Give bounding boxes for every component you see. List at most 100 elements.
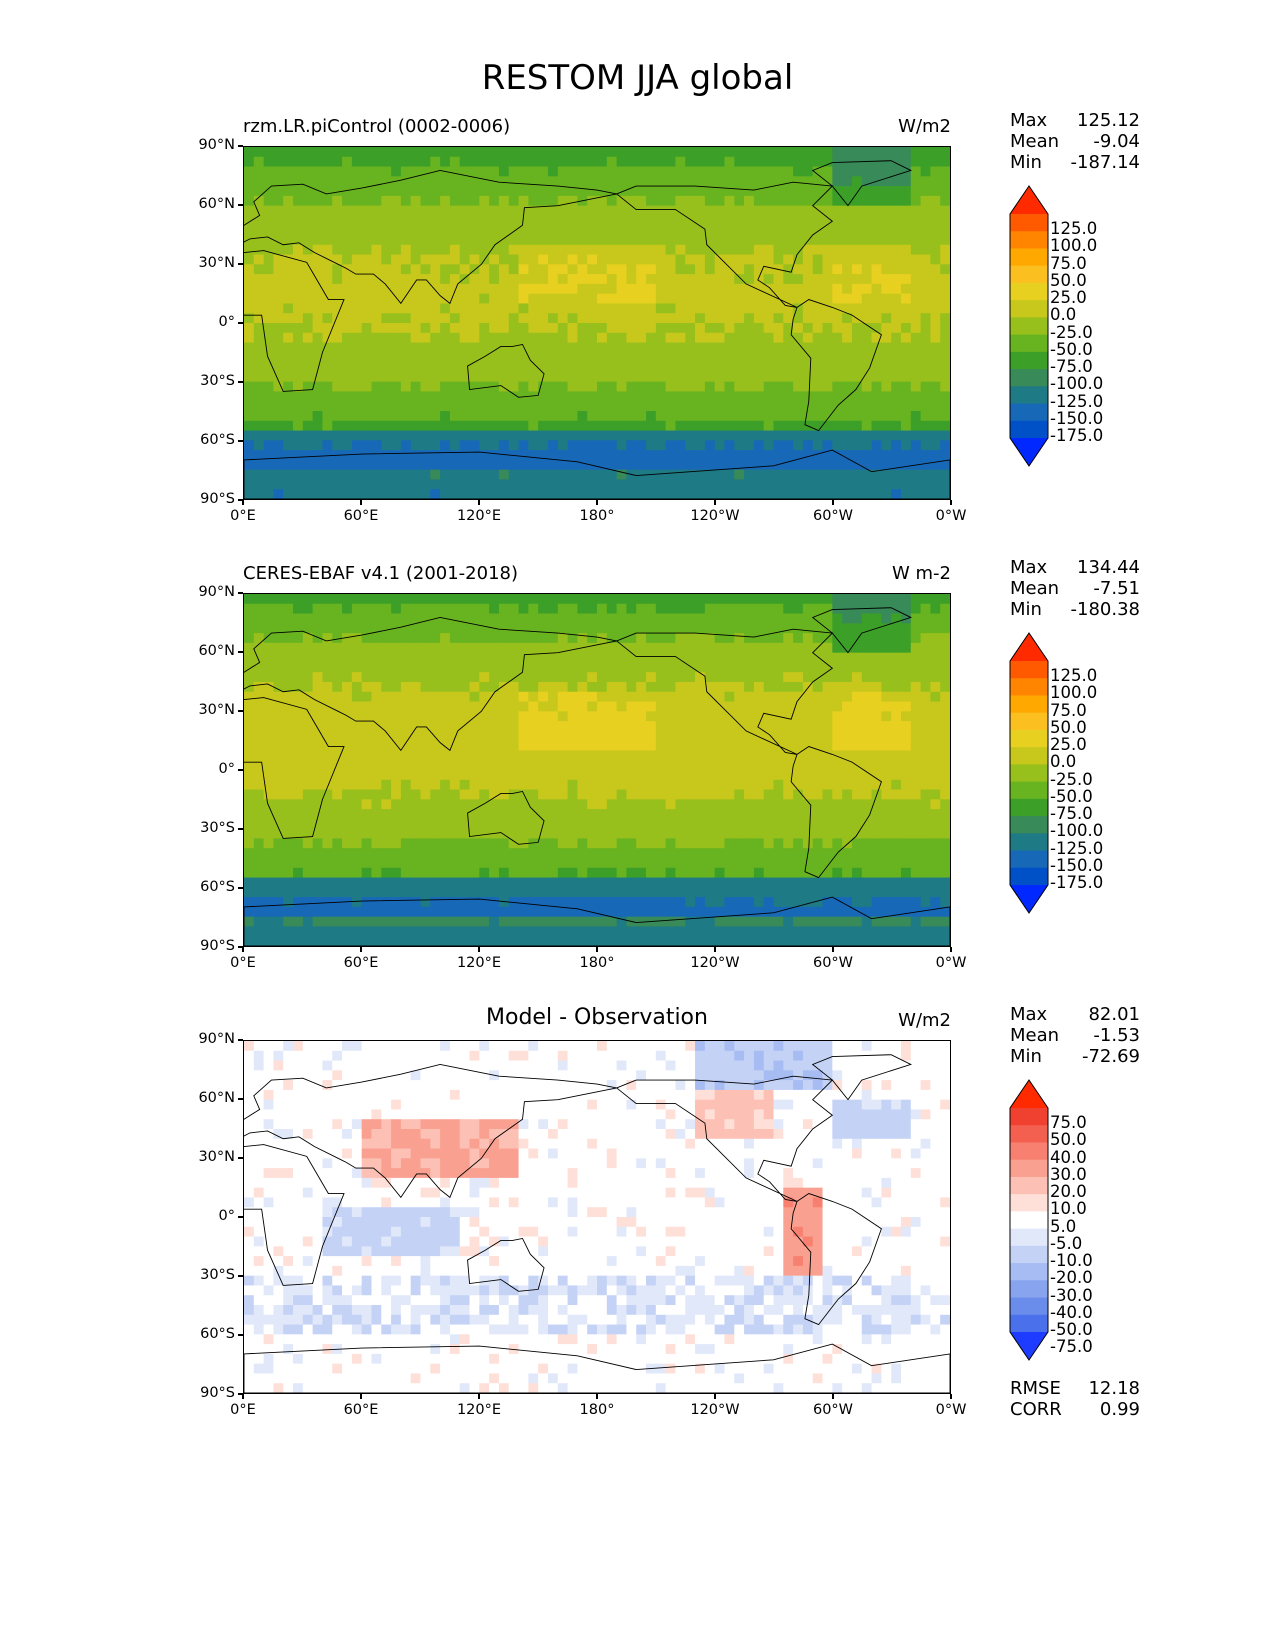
field-cell (322, 818, 333, 830)
field-cell (793, 877, 804, 888)
field-cell (361, 877, 373, 888)
field-cell (400, 603, 412, 615)
field-cell (724, 730, 735, 742)
field-cell (273, 740, 284, 752)
field-cell (930, 818, 941, 830)
field-cell (430, 244, 441, 256)
field-cell (342, 691, 353, 703)
field-cell (832, 391, 843, 402)
field-cell (920, 662, 931, 673)
field-cell (361, 799, 373, 810)
field-cell (665, 362, 677, 373)
field-cell (802, 603, 814, 615)
field-cell (930, 176, 941, 187)
field-cell (685, 411, 696, 422)
field-cell (891, 215, 902, 226)
field-cell (665, 430, 677, 441)
field-cell (420, 293, 431, 305)
field-cell (861, 799, 873, 810)
field-cell (253, 642, 265, 654)
field-cell (489, 750, 500, 761)
field-cell (832, 770, 843, 781)
field-cell (577, 342, 588, 353)
field-cell (528, 469, 539, 481)
field-cell (832, 828, 843, 840)
field-cell (910, 858, 922, 869)
field-cell (547, 215, 559, 226)
field-cell (567, 613, 578, 624)
field-cell (900, 313, 912, 324)
field-cell (293, 313, 304, 324)
field-cell (793, 730, 804, 742)
field-cell (812, 450, 824, 461)
field-cell (400, 293, 412, 305)
field-cell (616, 459, 628, 471)
field-cell (440, 342, 451, 353)
field-cell (861, 662, 873, 673)
field-cell (342, 313, 353, 324)
field-cell (547, 779, 559, 791)
field-cell (351, 848, 363, 859)
field-cell (518, 430, 529, 441)
field-cell (861, 828, 873, 840)
field-cell (312, 235, 324, 246)
field-cell (744, 789, 755, 800)
field-cell (812, 809, 824, 820)
field-cell (283, 283, 294, 295)
field-cell (332, 642, 343, 654)
field-cell (753, 799, 765, 810)
field-cell (420, 789, 431, 800)
field-cell (518, 867, 529, 879)
field-cell (665, 411, 677, 422)
field-cell (449, 691, 461, 703)
field-cell (518, 156, 529, 168)
field-cell (900, 147, 912, 158)
field-cell (646, 440, 657, 451)
field-cell (940, 867, 950, 879)
field-cell (244, 603, 255, 615)
field-cell (606, 489, 618, 499)
field-cell (900, 235, 912, 246)
field-cell (812, 594, 824, 605)
field-cell (381, 205, 392, 217)
field-cell (430, 760, 441, 771)
field-cell (449, 225, 461, 236)
field-cell (489, 147, 500, 158)
field-cell (351, 711, 363, 722)
field-cell (538, 799, 549, 810)
field-cell (793, 809, 804, 820)
field-cell (763, 440, 775, 451)
field-cell (763, 411, 775, 422)
field-cell (675, 789, 686, 800)
field-cell (793, 215, 804, 226)
field-cell (538, 293, 549, 305)
field-cell (734, 642, 745, 654)
field-cell (528, 430, 539, 441)
field-cell (655, 156, 667, 168)
field-cell (822, 867, 833, 879)
field-cell (479, 244, 490, 256)
field-cell (263, 897, 275, 908)
field-cell (714, 613, 726, 624)
field-cell (646, 594, 657, 605)
field-cell (587, 848, 598, 859)
field-cell (557, 235, 569, 246)
field-cell (253, 603, 265, 615)
field-cell (606, 362, 618, 373)
field-cell (773, 799, 784, 810)
field-cell (646, 274, 657, 285)
field-cell (832, 799, 843, 810)
field-cell (538, 195, 549, 207)
field-cell (646, 195, 657, 207)
field-cell (342, 235, 353, 246)
field-cell (449, 633, 461, 644)
field-cell (557, 662, 569, 673)
field-cell (910, 867, 922, 879)
field-cell (391, 362, 402, 373)
field-cell (567, 274, 578, 285)
field-cell (597, 313, 608, 324)
colorbar-label: 50.0 (1050, 270, 1087, 290)
field-cell (822, 760, 833, 771)
field-cell (842, 613, 853, 624)
field-cell (724, 411, 735, 422)
